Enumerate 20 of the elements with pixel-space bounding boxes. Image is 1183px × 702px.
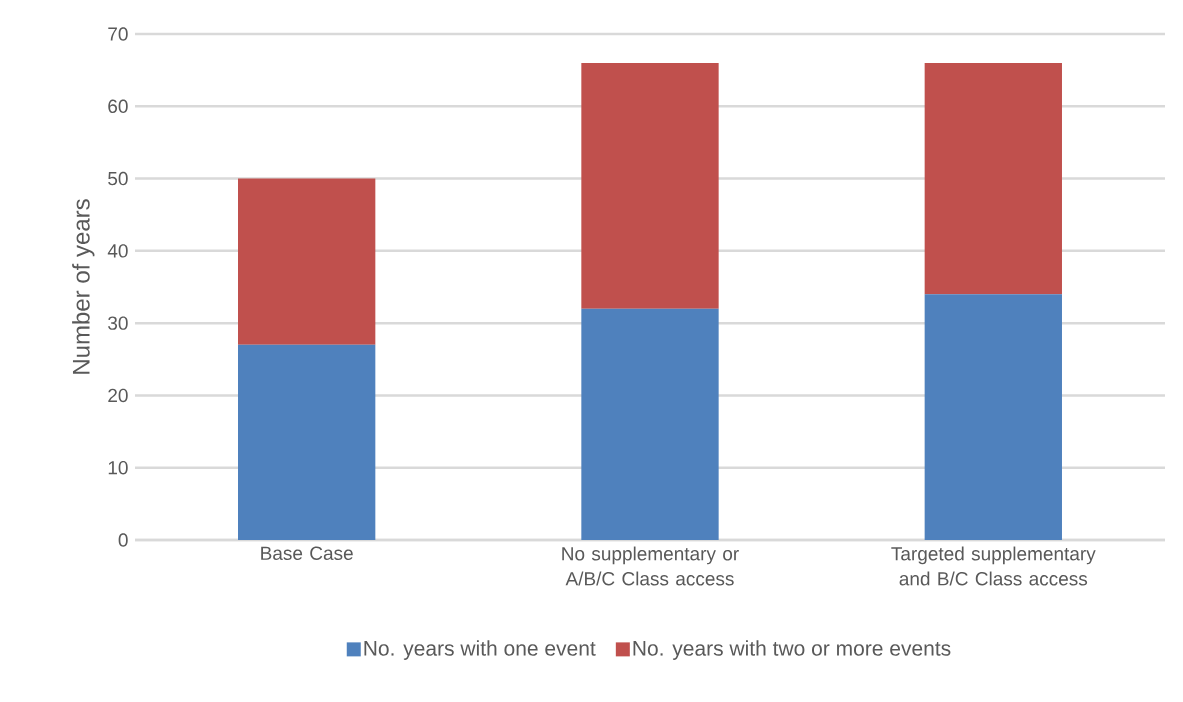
bar xyxy=(924,62,1062,295)
y-tick-label: 40 xyxy=(107,244,128,258)
x-tick-label: Targeted supplementary and B/C Class access xyxy=(891,546,1096,586)
bar xyxy=(238,178,376,345)
y-axis-title: Number of years xyxy=(72,199,95,374)
y-tick-label: 60 xyxy=(108,99,128,114)
y-tick-label: 70 xyxy=(108,27,128,41)
legend-label: No. years with two or more events xyxy=(633,640,951,660)
legend-label: No. years with one event xyxy=(364,640,596,660)
y-tick-label: 50 xyxy=(108,171,128,186)
bar xyxy=(238,344,376,540)
bar xyxy=(581,62,719,309)
x-tick-label: No supplementary or A/B/C Class access xyxy=(562,546,739,586)
bar xyxy=(581,308,719,540)
x-tick-label: Base Case xyxy=(261,546,353,560)
bar xyxy=(924,294,1062,540)
y-tick-label: 20 xyxy=(108,388,128,403)
y-tick-label: 10 xyxy=(108,460,128,475)
y-tick-label: 30 xyxy=(108,316,128,330)
y-tick-label: 0 xyxy=(118,533,128,547)
